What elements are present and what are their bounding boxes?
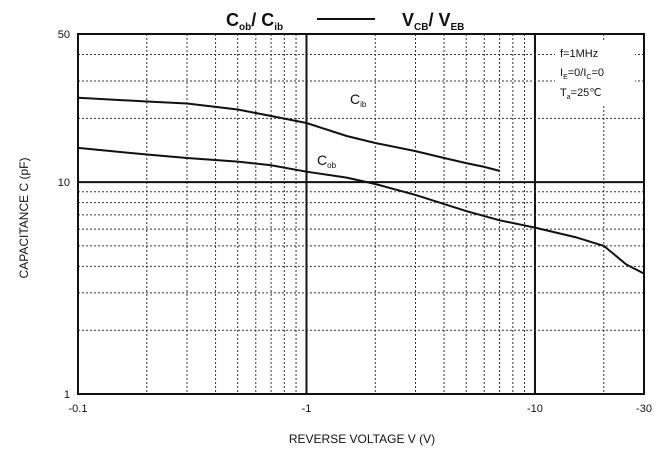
plot-frame bbox=[77, 33, 645, 395]
x-tick-label: -10 bbox=[527, 403, 543, 415]
title-right-slash: / V bbox=[428, 10, 450, 30]
x-tick-label: -30 bbox=[636, 403, 652, 415]
x-tick-labels: -0.1 -1 -10 -30 bbox=[69, 403, 652, 415]
test-conditions: f=1MHz IE=0/IC=0 Ta=25℃ bbox=[555, 42, 635, 104]
title-left-slash: / C bbox=[251, 10, 274, 30]
x-tick-label: -0.1 bbox=[69, 403, 88, 415]
series-curves bbox=[77, 96, 645, 275]
title-left-main: C bbox=[226, 10, 239, 30]
x-tick-label: -1 bbox=[302, 403, 312, 415]
series-label-cib: Cib bbox=[350, 91, 367, 109]
series-line-cob bbox=[77, 146, 645, 275]
plot-grid bbox=[78, 34, 644, 394]
title-left-sub: ob bbox=[239, 22, 251, 33]
title-left: Cob/ Cib bbox=[226, 10, 283, 33]
title-right-main: V bbox=[402, 10, 414, 30]
title-left-sub2: ib bbox=[274, 22, 283, 33]
y-tick-label: 50 bbox=[58, 29, 70, 41]
y-tick-label: 10 bbox=[58, 177, 70, 189]
title-right: VCB/ VEB bbox=[402, 10, 464, 33]
y-tick-label: 1 bbox=[64, 389, 70, 401]
y-axis-label: CAPACITANCE C (pF) bbox=[17, 158, 31, 279]
condition-current: IE=0/IC=0 bbox=[560, 67, 604, 81]
title-right-sub2: EB bbox=[450, 22, 464, 33]
series-line-cib bbox=[77, 96, 500, 172]
condition-frequency: f=1MHz bbox=[560, 48, 598, 60]
condition-temperature: Ta=25℃ bbox=[560, 87, 602, 101]
series-label-cob: Cob bbox=[317, 152, 337, 170]
x-axis-label: REVERSE VOLTAGE V (V) bbox=[289, 432, 435, 446]
title-right-sub: CB bbox=[414, 22, 428, 33]
y-tick-labels: 1 10 50 bbox=[58, 29, 70, 401]
